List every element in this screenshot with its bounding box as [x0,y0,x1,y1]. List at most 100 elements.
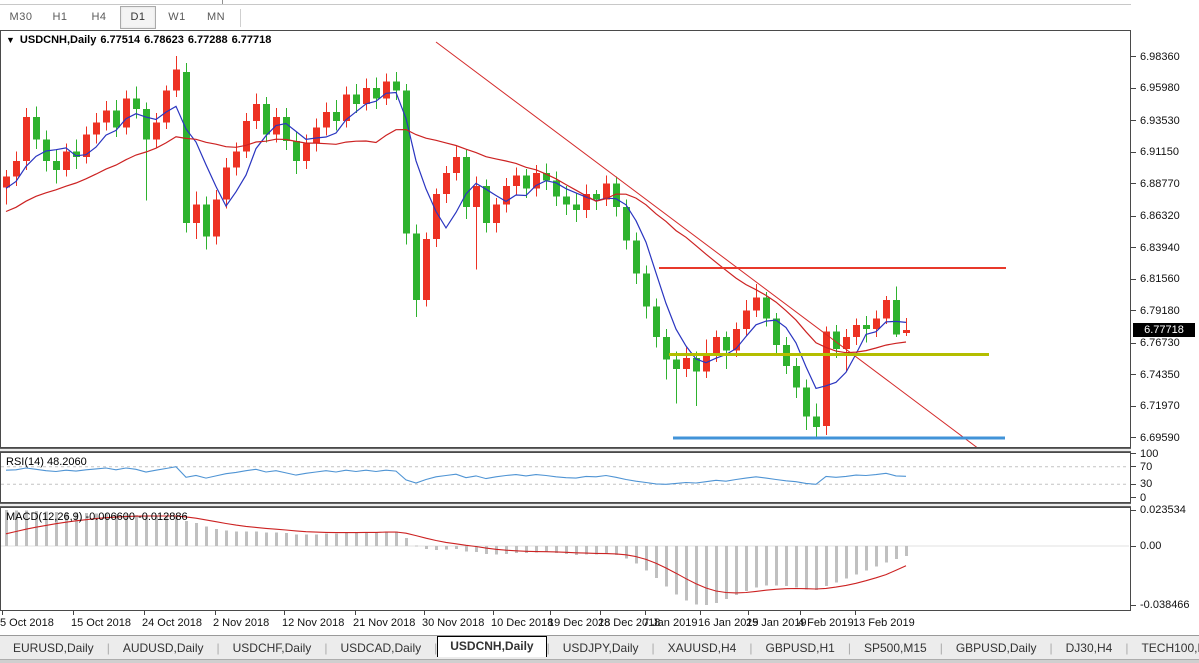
axis-tick [1131,545,1136,547]
panel-resize-handle[interactable] [0,448,1199,452]
macd-axis-label: 0.00 [1140,540,1162,553]
axis-tick [1131,247,1136,249]
macd-axis-label: 0.023534 [1140,504,1186,516]
ma-fast-line [5,91,907,390]
timeframe-button-m30[interactable]: M30 [9,11,33,23]
chart-tab-audusd[interactable]: AUDUSD,Daily [122,640,204,655]
chart-symbol-label: USDCNH,Daily [19,34,97,46]
tab-separator: | [651,640,655,655]
date-tick [550,611,551,615]
chart-tab-tech100[interactable]: TECH100,H1 [1141,640,1199,655]
date-label: 12 Nov 2018 [282,617,345,629]
chart-dropdown-icon[interactable]: ▼ [6,35,15,45]
axis-tick [1131,215,1136,217]
axis-tick [1131,509,1136,511]
price-axis-label: 6.93530 [1140,114,1180,127]
window-bottom-edge [0,659,1199,663]
date-label: 5 Oct 2018 [0,617,54,629]
price-axis-label: 6.79180 [1140,304,1180,317]
date-label: 4 Feb 2019 [798,617,854,629]
ma-slow-line [5,128,907,354]
axis-tick [1131,120,1136,122]
price-axis-label: 6.86320 [1140,210,1180,223]
chart-tab-gbpusd[interactable]: GBPUSD,Daily [955,640,1037,655]
axis-tick [1131,278,1136,280]
date-label: 19 Dec 2018 [548,617,611,629]
date-tick [355,611,356,615]
tab-separator: | [546,640,550,655]
price-axis-label: 6.91150 [1140,146,1179,159]
price-axis-label: 6.71970 [1140,400,1180,413]
panel-resize-handle[interactable] [0,503,1199,507]
tab-separator: | [106,640,110,655]
date-label: 30 Nov 2018 [422,617,485,629]
downtrend-line-object[interactable] [435,41,979,447]
timeframe-button-h1[interactable]: H1 [52,11,68,23]
chart-tab-usdjpy[interactable]: USDJPY,Daily [562,640,639,655]
timeframe-button-d1[interactable]: D1 [120,6,156,29]
date-tick [748,611,749,615]
date-tick [215,611,216,615]
rsi-line [5,466,907,485]
ohlc-high: 6.78623 [144,34,184,46]
current-price-tag: 6.77718 [1133,323,1195,338]
ohlc-open: 6.77514 [100,34,141,46]
date-label: 24 Oct 2018 [142,617,202,629]
chart-tab-gbpusd[interactable]: GBPUSD,H1 [765,640,835,655]
tab-separator: | [434,640,438,655]
chart-tab-xauusd[interactable]: XAUUSD,H4 [667,640,737,655]
date-label: 21 Nov 2018 [353,617,416,629]
price-axis-label: 6.81560 [1140,273,1180,286]
date-label: 28 Dec 2018 [598,617,661,629]
axis-tick [1131,405,1136,407]
date-tick [2,611,3,615]
date-label: 7 Jan 2019 [643,617,698,629]
chart-tab-sp500[interactable]: SP500,M15 [863,640,927,655]
toolbar-group-separator [240,8,241,27]
axis-tick [1131,483,1136,485]
price-axis-label: 6.74350 [1140,368,1180,381]
macd-axis-label: -0.038466 [1140,599,1190,611]
timeframe-button-h4[interactable]: H4 [91,11,107,23]
chart-title: ▼ USDCNH,Daily 6.77514 6.78623 6.77288 6.7771… [6,34,271,46]
rsi-chart-canvas[interactable] [1,453,1129,502]
axis-tick [1131,310,1136,312]
axis-tick [1131,604,1136,606]
date-tick [73,611,74,615]
chart-tab-usdcad[interactable]: USDCAD,Daily [340,640,422,655]
timeframe-button-w1[interactable]: W1 [168,11,186,23]
axis-tick [1131,453,1136,454]
ohlc-close: 6.77718 [231,34,272,46]
rsi-label: RSI(14) 48.2060 [6,456,87,468]
rsi-axis-label: 0 [1140,491,1147,504]
chart-tab-usdcnh[interactable]: USDCNH,Daily [437,636,547,657]
date-tick [645,611,646,615]
axis-tick [1131,342,1136,344]
chart-tab-dj30[interactable]: DJ30,H4 [1065,640,1113,655]
chart-tab-eurusd[interactable]: EURUSD,Daily [13,640,94,655]
macd-label: MACD(12,26,9) -0.006600 -0.012886 [6,511,188,523]
price-axis-label: 6.95980 [1140,82,1180,95]
tab-separator: | [216,640,220,655]
tab-separator: | [847,640,851,655]
price-axis-label: 6.88770 [1140,177,1180,190]
macd-histogram [5,510,908,606]
macd-panel[interactable]: MACD(12,26,9) -0.006600 -0.012886 [0,507,1131,611]
price-axis-label: 6.98360 [1140,50,1180,63]
chart-tab-bar: EURUSD,Daily | AUDUSD,Daily | USDCHF,Daily | U… [0,635,1199,659]
timeframe-toolbar: M30 H1 H4 D1 W1 MN [0,5,1199,30]
date-tick [600,611,601,615]
price-axis-label: 6.83940 [1140,241,1180,254]
main-chart-canvas[interactable] [1,31,1129,447]
toolbar-edge [0,0,1199,5]
tab-separator: | [749,640,753,655]
chart-tab-usdchf[interactable]: USDCHF,Daily [232,640,312,655]
ohlc-low: 6.77288 [187,34,228,46]
candlestick-series [3,56,910,438]
date-tick [284,611,285,615]
timeframe-button-mn[interactable]: MN [206,11,226,23]
date-tick [855,611,856,615]
axis-tick [1131,437,1136,439]
date-tick [493,611,494,615]
macd-chart-canvas[interactable] [1,508,1129,610]
